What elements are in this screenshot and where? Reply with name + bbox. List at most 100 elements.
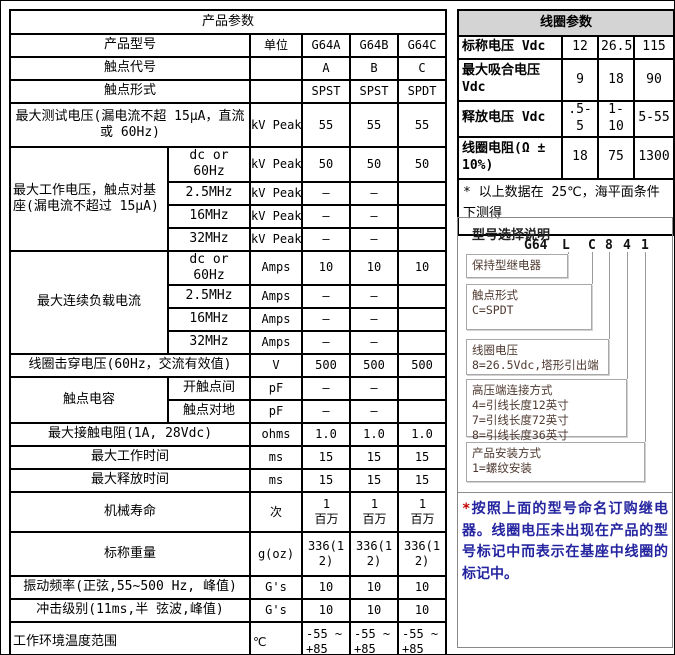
cell-unit: pF (249, 376, 303, 401)
cell-value (396, 330, 448, 355)
cell-sublabel: 触点对地 (167, 399, 251, 424)
value-line: 1 (322, 497, 331, 511)
table-row: 触点形式 SPST SPST SPDT (9, 79, 448, 104)
cell-value: 1 百万 (301, 491, 351, 533)
cell-value: SPST (349, 79, 399, 104)
cell-sublabel: 16MHz (167, 307, 251, 332)
cell-value: 1.0 (349, 422, 399, 447)
cell-value: SPDT (396, 79, 448, 104)
table-row: 触点代号 A B C (9, 56, 448, 81)
row-label: 最大工作时间 (9, 445, 251, 470)
cell-unit (249, 79, 303, 104)
cell-unit: kV Peak (249, 102, 303, 148)
table-row: 冲击级别(11ms,半 弦波,峰值) G's 10 10 10 (9, 598, 448, 623)
cell-value: 10 (396, 249, 448, 286)
cell-unit: kV Peak (249, 226, 303, 252)
model-code-digit-4: 4 (623, 238, 631, 253)
cell-value: 10 (301, 249, 351, 286)
cell-sublabel: 16MHz (167, 203, 251, 229)
row-label: 标称重量 (9, 531, 251, 577)
cell-value: 1.0 (301, 422, 351, 447)
cell-value: 10 (301, 575, 351, 600)
cell-value: 18 (597, 58, 635, 102)
row-label: 工作环境温度范围 (9, 621, 251, 654)
table-row: * 以上数据在 25℃，海平面条件下测得 (456, 177, 674, 236)
cell-value: 55 (349, 102, 399, 148)
cell-value: – (301, 307, 351, 332)
note-asterisk: * (462, 501, 471, 517)
cell-value: 50 (301, 146, 351, 183)
cell-value: 115 (632, 35, 674, 60)
table-row: 工作环境温度范围 ℃ -55 ~ +85 -55 ~ +85 -55 ~ +85 (9, 621, 448, 655)
cell-value: 15 (301, 445, 351, 470)
cell-sublabel: 2.5MHz (167, 284, 251, 309)
table-row: 最大释放时间 ms 15 15 15 (9, 468, 448, 493)
value-line: -55 ~ (306, 627, 343, 641)
cell-value: -55 ~ +85 (301, 621, 351, 654)
cell-value: 500 (301, 353, 351, 378)
cell-sublabel: 32MHz (167, 226, 251, 252)
table-row: 线圈参数 (456, 9, 674, 37)
row-label: 线圈电阻(Ω ± 10%) (457, 135, 563, 180)
cell-value: 10 (349, 249, 399, 286)
cell-unit: Amps (249, 284, 303, 309)
box-line: 保持型继电器 (472, 258, 541, 272)
cell-value: 18 (561, 135, 599, 180)
cell-value: 500 (349, 353, 399, 378)
box-line: 8=26.5Vdc,塔形引出端 (472, 357, 599, 372)
value-line: +85 (402, 642, 424, 655)
value-line: 百万 (362, 512, 387, 526)
cell-value: 500 (396, 353, 448, 378)
col-header-unit: 单位 (249, 33, 303, 58)
table-row: 最大工作时间 ms 15 15 15 (9, 445, 448, 470)
row-label: 最大释放时间 (9, 468, 251, 493)
table-row: 最大接触电阻(1A, 28Vdc) ohms 1.0 1.0 1.0 (9, 422, 448, 447)
cell-value: 10 (396, 575, 448, 600)
cell-value: 50 (396, 146, 448, 183)
cell-value: – (301, 180, 351, 206)
connector-line-1 (645, 252, 646, 442)
cell-value: – (301, 376, 351, 401)
cell-value: – (301, 203, 351, 229)
cell-value: 12 (561, 35, 599, 60)
row-label: 标称电压 Vdc (457, 35, 563, 60)
cell-unit (249, 56, 303, 81)
cell-unit: Amps (249, 249, 303, 286)
cell-sublabel: dc or 60Hz (167, 146, 251, 183)
table-row: 产品型号 单位 G64A G64B G64C (9, 33, 448, 58)
cell-unit: 次 (249, 491, 303, 533)
order-note: *按照上面的型号命名订购继电器。线圈电压未出现在产品的型号标记中而表示在基座中线… (462, 499, 668, 586)
cell-value: 1 百万 (396, 491, 448, 533)
row-label: 触点代号 (9, 56, 251, 81)
row-label: 线圈击穿电压(60Hz，交流有效值) (9, 353, 251, 378)
table-row: 最大吸合电压 Vdc 9 18 90 (457, 58, 674, 102)
cell-value: 15 (349, 445, 399, 470)
product-table-title: 产品参数 (8, 9, 448, 35)
cell-unit: Amps (249, 307, 303, 332)
group-label-current: 最大连续负载电流 (9, 249, 169, 355)
cell-value (396, 180, 448, 206)
cell-unit: g(oz) (249, 531, 303, 577)
table-row: 16MHz Amps – – (10, 307, 448, 332)
cell-value: -55 ~ +85 (396, 621, 448, 655)
box-line: 触点形式 (472, 288, 518, 302)
cell-unit: Amps (249, 330, 303, 355)
cell-value: 15 (349, 468, 399, 493)
cell-value: – (349, 226, 399, 252)
table-row: 振动频率(正弦,55~500 Hz, 峰值) G's 10 10 10 (9, 575, 448, 600)
cell-value: C (396, 56, 448, 81)
box-line: 产品安装方式 (472, 446, 541, 460)
cell-sublabel: 开触点间 (167, 376, 251, 401)
value-line: 百万 (410, 512, 435, 526)
cell-value: – (301, 330, 351, 355)
cell-value: 336(12) (301, 531, 351, 577)
box-line: 8=引线长度36英寸 (472, 427, 569, 442)
model-box-relay-type: 保持型继电器 (466, 254, 568, 278)
table-row: 最大工作电压，触点对基座(漏电流不超过 15μA) dc or 60Hz kV … (9, 146, 448, 252)
cell-value: – (349, 376, 399, 401)
cell-unit: V (249, 353, 303, 378)
cell-value (396, 376, 448, 401)
cell-value: – (301, 399, 351, 424)
cell-value: 50 (349, 146, 399, 183)
model-box-hv-connection: 高压端连接方式 4=引线长度12英寸 7=引线长度72英寸 8=引线长度36英寸 (466, 379, 627, 442)
